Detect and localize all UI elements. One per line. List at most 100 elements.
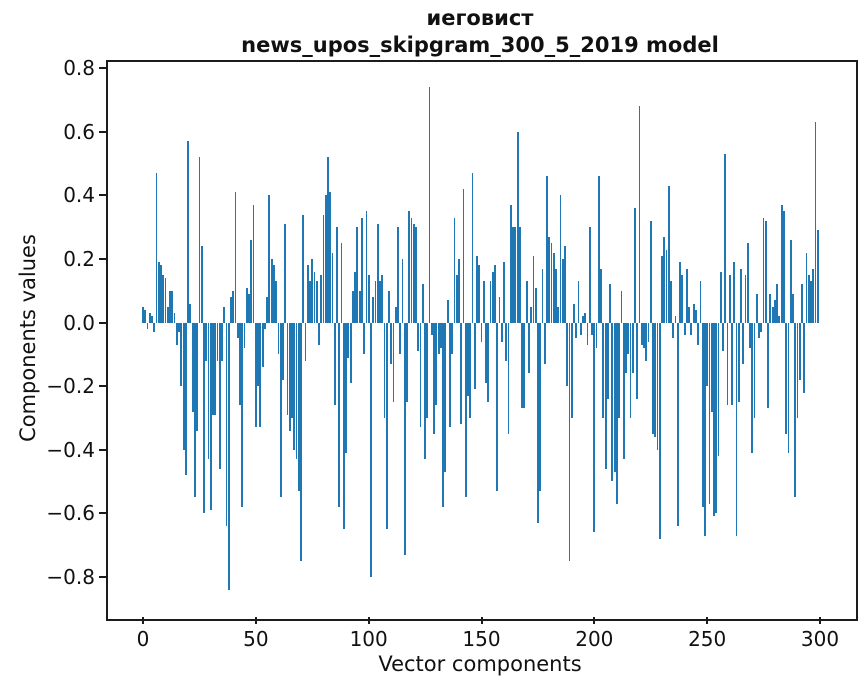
bar — [710, 322, 713, 412]
bar — [209, 322, 212, 511]
bar — [270, 259, 273, 323]
bar — [550, 243, 553, 323]
bar — [507, 322, 510, 434]
bar — [688, 306, 691, 323]
bar — [491, 271, 494, 323]
bar — [406, 322, 408, 403]
bar — [634, 208, 636, 323]
bar — [645, 322, 648, 361]
bar — [383, 322, 386, 418]
bar — [629, 322, 632, 418]
bar — [173, 313, 176, 323]
bar — [597, 176, 600, 323]
bar — [146, 322, 149, 329]
y-tick-label: 0.6 — [63, 119, 95, 144]
bar — [794, 322, 797, 498]
bar — [719, 271, 722, 323]
bar — [360, 217, 363, 323]
bar — [214, 322, 217, 415]
bar — [783, 211, 785, 323]
bar — [333, 322, 336, 406]
bar — [415, 227, 417, 323]
bar — [464, 322, 467, 498]
bar — [602, 322, 605, 418]
bar — [496, 322, 499, 492]
bar — [758, 322, 760, 339]
bar — [444, 322, 447, 472]
bar — [606, 322, 609, 399]
bar — [279, 322, 282, 498]
bar — [715, 322, 718, 514]
bar — [313, 271, 316, 323]
bar — [613, 322, 616, 472]
x-axis-label: Vector components — [378, 652, 582, 676]
bar — [780, 205, 783, 323]
bar — [525, 281, 528, 323]
bar — [649, 220, 652, 323]
bar — [182, 322, 185, 450]
y-tick — [99, 321, 106, 324]
bar — [672, 322, 675, 339]
y-tick-label: −0.2 — [46, 374, 95, 399]
bar — [749, 322, 751, 349]
bar — [584, 313, 587, 323]
bar — [365, 211, 368, 323]
bar — [618, 322, 621, 418]
bar — [394, 306, 397, 323]
x-tick-label: 150 — [462, 627, 501, 651]
bar — [516, 131, 519, 323]
x-tick — [819, 617, 821, 624]
bar — [196, 322, 199, 431]
bar — [722, 322, 724, 352]
bar — [704, 322, 706, 536]
bar — [227, 322, 230, 590]
bar — [257, 322, 259, 387]
bar — [376, 224, 379, 323]
bar — [487, 322, 490, 403]
bar — [537, 322, 539, 523]
bar — [435, 322, 438, 406]
bar — [654, 322, 657, 437]
bar — [379, 281, 381, 323]
bar — [746, 243, 749, 323]
bar — [631, 322, 634, 374]
bar — [494, 265, 496, 323]
y-tick-label: −0.8 — [46, 564, 95, 589]
bar — [548, 236, 551, 323]
bar — [401, 259, 404, 323]
bar — [656, 322, 659, 450]
bar — [604, 322, 607, 469]
bar — [582, 316, 584, 323]
bar — [575, 322, 578, 339]
bar — [349, 322, 352, 383]
bar — [236, 322, 239, 339]
bar — [198, 157, 201, 323]
bar — [676, 322, 679, 526]
bar — [561, 259, 564, 323]
bar — [467, 322, 469, 396]
bar — [764, 220, 767, 323]
bar — [218, 322, 221, 469]
bar — [469, 322, 472, 418]
chart-title: иеговист news_upos_skipgram_300_5_2019 m… — [108, 5, 852, 59]
chart-title-word: иеговист — [426, 6, 534, 30]
y-tick — [99, 575, 106, 578]
bar — [449, 322, 451, 428]
bar — [155, 173, 158, 323]
bar — [322, 214, 325, 323]
bar — [351, 290, 354, 323]
bar — [652, 322, 654, 434]
bar — [221, 322, 223, 361]
y-tick — [99, 67, 106, 70]
bar — [336, 227, 338, 323]
y-tick — [99, 194, 106, 197]
bar — [679, 262, 681, 323]
bar — [762, 217, 765, 323]
bar — [753, 322, 756, 418]
bar — [744, 274, 747, 323]
bar — [534, 287, 537, 323]
y-tick — [99, 130, 106, 133]
bar — [266, 297, 268, 323]
bar — [302, 214, 305, 323]
